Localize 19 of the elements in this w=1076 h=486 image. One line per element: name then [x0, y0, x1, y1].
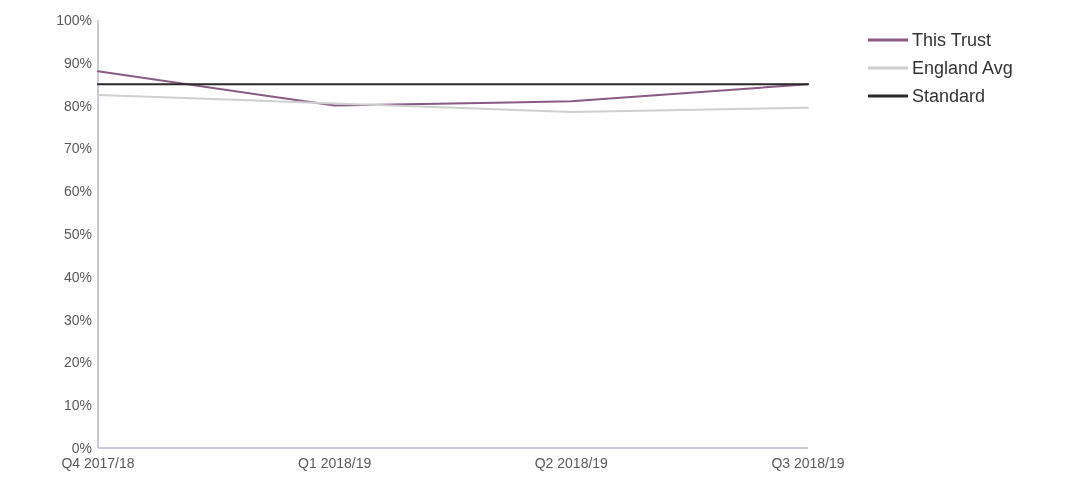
y-tick-label: 50%	[63, 225, 92, 242]
legend-label: Standard	[912, 86, 986, 107]
x-tick-label: Q2 2018/19	[534, 455, 609, 471]
x-tick-label: Q4 2017/18	[61, 455, 135, 471]
x-tick-label: Q1 2018/19	[298, 455, 372, 471]
y-tick-label: 80%	[63, 97, 92, 114]
y-tick-label: 30%	[63, 311, 92, 328]
y-tick-label: 90%	[63, 54, 92, 71]
x-tick-label: Q3 2018/19	[771, 455, 845, 471]
y-tick-label: 0%	[71, 439, 92, 456]
y-tick-label: 70%	[63, 140, 92, 157]
y-tick-label: 10%	[63, 397, 92, 414]
y-tick-label: 60%	[63, 183, 92, 200]
y-tick-label: 100%	[56, 11, 92, 28]
y-tick-label: 20%	[63, 354, 92, 371]
y-tick-label: 40%	[63, 268, 92, 285]
legend-label: England Avg	[912, 58, 1013, 79]
line-series	[97, 93, 809, 114]
legend-label: This Trust	[912, 30, 992, 51]
